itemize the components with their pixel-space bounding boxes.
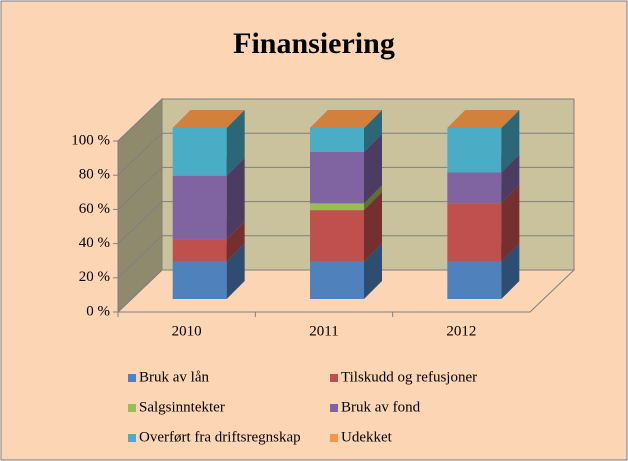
bar-side bbox=[226, 157, 245, 240]
bar-front bbox=[172, 128, 227, 176]
bar-side bbox=[364, 185, 382, 211]
bar-front bbox=[447, 172, 502, 204]
bar-side bbox=[226, 221, 245, 262]
bar-side bbox=[501, 185, 520, 262]
legend-label: Salgsinntekter bbox=[139, 399, 225, 415]
legend-label: Overført fra driftsregnskap bbox=[139, 429, 301, 445]
grid-line bbox=[117, 98, 574, 142]
bar-side bbox=[501, 243, 520, 299]
y-tick-label: 100 % bbox=[71, 132, 110, 148]
bar-side bbox=[501, 110, 520, 173]
x-tick-label: 2012 bbox=[446, 323, 476, 339]
bar-front bbox=[310, 151, 364, 204]
bar-side bbox=[226, 110, 245, 176]
legend-swatch bbox=[330, 374, 338, 382]
legend-swatch bbox=[330, 434, 338, 442]
bar-side bbox=[501, 154, 520, 204]
bar-segment bbox=[172, 110, 245, 128]
bar-top bbox=[447, 110, 520, 128]
bar-side bbox=[364, 110, 382, 152]
bar-side bbox=[364, 243, 382, 299]
bar-top bbox=[310, 110, 382, 128]
y-tick-label: 40 % bbox=[79, 235, 110, 251]
bar-front bbox=[447, 261, 502, 299]
bar-side bbox=[364, 192, 382, 262]
bar-front bbox=[447, 128, 502, 173]
legend-swatch bbox=[128, 404, 136, 412]
legend-swatch bbox=[128, 434, 136, 442]
y-tick-label: 0 % bbox=[86, 303, 110, 319]
bar-segment bbox=[310, 110, 382, 128]
bar-side bbox=[226, 243, 245, 299]
bar-segment bbox=[447, 110, 520, 128]
grid-line bbox=[117, 235, 574, 279]
grid-line bbox=[117, 166, 574, 210]
bar-front bbox=[310, 261, 364, 299]
grid-line bbox=[117, 269, 574, 313]
grid-line bbox=[117, 132, 574, 176]
chart-title: Finansiering bbox=[233, 27, 395, 60]
legend-label: Tilskudd og refusjoner bbox=[341, 369, 477, 385]
bar-front bbox=[310, 128, 364, 152]
bar-front bbox=[310, 203, 364, 211]
legend-swatch bbox=[330, 404, 338, 412]
legend-label: Udekket bbox=[341, 429, 393, 445]
legend-label: Bruk av fond bbox=[341, 399, 421, 415]
x-tick-label: 2010 bbox=[172, 323, 202, 339]
legend-swatch bbox=[128, 374, 136, 382]
grid-line bbox=[117, 201, 574, 244]
bar-front bbox=[310, 210, 364, 262]
bar-front bbox=[172, 175, 227, 240]
bar-front bbox=[172, 261, 227, 299]
y-tick-label: 80 % bbox=[79, 167, 110, 183]
y-tick-label: 20 % bbox=[79, 269, 110, 285]
bar-front bbox=[447, 203, 502, 262]
bar-side bbox=[364, 133, 382, 204]
legend-label: Bruk av lån bbox=[139, 369, 209, 385]
bar-top bbox=[172, 110, 245, 128]
x-tick-label: 2011 bbox=[309, 323, 338, 339]
y-tick-label: 60 % bbox=[79, 201, 110, 217]
bar-front bbox=[172, 239, 227, 262]
